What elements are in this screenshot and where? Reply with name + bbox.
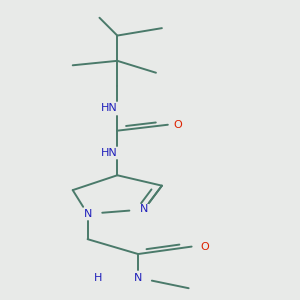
Text: N: N: [134, 273, 142, 283]
Text: HN: HN: [100, 148, 117, 158]
Text: N: N: [83, 209, 92, 219]
Text: O: O: [200, 242, 209, 252]
Text: O: O: [174, 120, 182, 130]
Text: HN: HN: [100, 103, 117, 113]
Text: N: N: [140, 204, 148, 214]
Text: H: H: [94, 273, 102, 283]
